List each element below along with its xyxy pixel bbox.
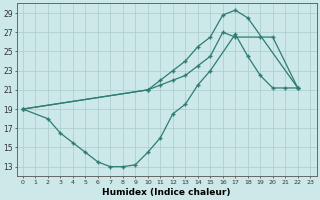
X-axis label: Humidex (Indice chaleur): Humidex (Indice chaleur) <box>102 188 231 197</box>
